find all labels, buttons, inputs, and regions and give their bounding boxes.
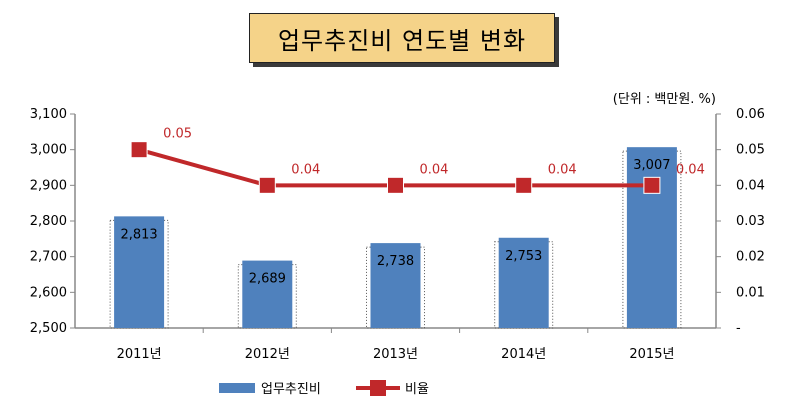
bar [498,237,549,328]
bar [370,243,421,328]
y-right-tick-label: 0.01 [736,285,765,300]
y-left-tick-label: 2,600 [30,285,67,300]
legend-swatch-marker [370,380,386,396]
y-right-tick-label: 0.05 [736,143,765,158]
ratio-data-label: 0.04 [420,162,449,177]
bar [626,147,677,328]
ratio-marker [387,176,404,194]
bar [114,216,165,328]
bar [242,260,293,328]
legend-label-bar: 업무추진비 [261,382,321,397]
y-left-tick-label: 3,000 [30,143,67,158]
bar-shadow [109,219,169,329]
bar-data-label: 2,753 [505,249,542,264]
y-right-tick-label: 0.02 [736,250,765,265]
legend-label-line: 비율 [405,382,429,397]
x-tick-label: 2015년 [629,347,674,362]
ratio-marker [258,176,276,194]
ratio-data-label: 0.04 [548,162,577,177]
ratio-marker [643,176,661,194]
legend-swatch-bar [219,383,255,393]
ratio-data-label: 0.04 [676,162,705,177]
y-right-tick-label: 0.06 [736,107,765,122]
x-tick-label: 2012년 [245,347,290,362]
ratio-data-label: 0.04 [291,162,320,177]
y-left-tick-label: 2,500 [30,321,67,336]
ratio-data-label: 0.05 [163,127,192,142]
y-right-tick-label: 0.03 [736,214,765,229]
chart-title: 업무추진비 연도별 변화 [249,13,555,63]
y-right-tick-label: - [736,321,741,336]
y-left-tick-label: 3,100 [30,107,67,122]
y-right-tick-label: 0.04 [736,178,765,193]
bar-data-label: 2,689 [249,272,286,287]
bar-data-label: 2,813 [120,227,157,242]
x-tick-label: 2014년 [501,347,546,362]
y-left-tick-label: 2,700 [30,250,67,265]
ratio-marker [515,176,533,194]
bar-data-label: 2,738 [377,254,414,269]
unit-note: (단위 : 백만원. %) [612,92,716,107]
y-left-tick-label: 2,800 [30,214,67,229]
bar-shadow [622,150,682,329]
y-left-tick-label: 2,900 [30,178,67,193]
bar-data-label: 3,007 [633,158,670,173]
bar-shadow [366,246,425,329]
ratio-marker [130,141,148,159]
x-tick-label: 2011년 [117,347,162,362]
x-tick-label: 2013년 [373,347,418,362]
